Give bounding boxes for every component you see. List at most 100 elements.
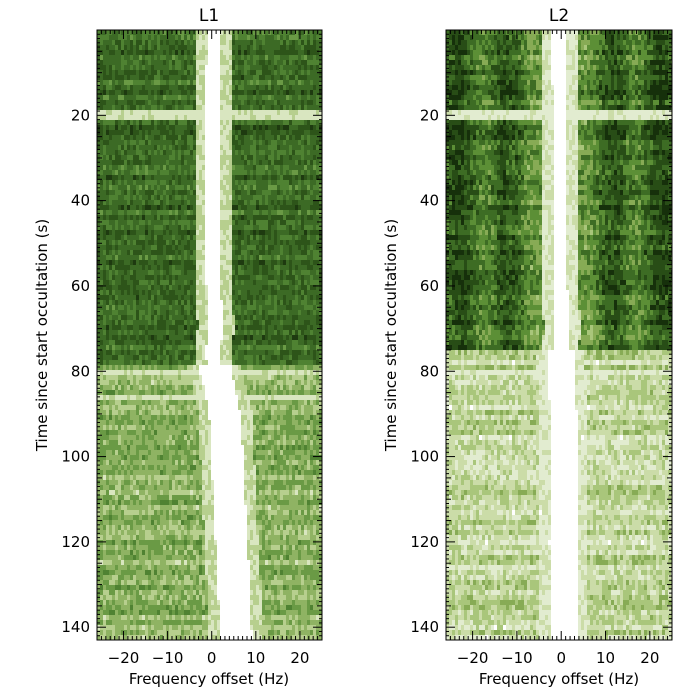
heatmap-cell	[178, 55, 185, 61]
heatmap-cell	[127, 470, 131, 476]
heatmap-cell	[199, 185, 206, 191]
heatmap-cell	[184, 605, 191, 611]
heatmap-cell	[169, 530, 176, 536]
heatmap-cell	[220, 60, 230, 66]
heatmap-cell	[139, 355, 143, 361]
heatmap-cell	[298, 435, 302, 441]
heatmap-cell	[196, 365, 200, 371]
heatmap-cell	[295, 325, 299, 331]
heatmap-cell	[205, 410, 209, 416]
heatmap-cell	[247, 440, 254, 446]
heatmap-cell	[277, 455, 284, 461]
heatmap-cell	[115, 550, 119, 556]
heatmap-cell	[184, 330, 188, 336]
heatmap-cell	[199, 445, 206, 451]
heatmap-cell	[136, 300, 140, 306]
heatmap-cell	[289, 35, 299, 41]
heatmap-cell	[199, 80, 206, 86]
heatmap-cell	[109, 325, 113, 331]
heatmap-cell	[106, 270, 110, 276]
heatmap-cell	[109, 580, 116, 586]
heatmap-cell	[148, 220, 152, 226]
heatmap-cell	[274, 495, 278, 501]
heatmap-cell	[253, 155, 257, 161]
heatmap-cell	[97, 330, 104, 336]
heatmap-cell	[262, 540, 266, 546]
heatmap-cell	[175, 550, 179, 556]
heatmap-cell	[103, 280, 110, 286]
heatmap-cell	[319, 80, 322, 86]
heatmap-cell	[103, 230, 107, 236]
heatmap-cell	[262, 270, 269, 276]
heatmap-cell	[199, 590, 203, 596]
heatmap-cell	[130, 120, 134, 126]
heatmap-cell	[154, 475, 170, 481]
heatmap-cell	[247, 390, 251, 396]
heatmap-cell	[169, 65, 173, 71]
heatmap-cell	[286, 150, 290, 156]
heatmap-cell	[172, 365, 179, 371]
heatmap-cell	[196, 510, 200, 516]
heatmap-cell	[184, 290, 188, 296]
heatmap-cell	[274, 235, 278, 241]
heatmap-cell	[256, 205, 260, 211]
heatmap-cell	[157, 265, 161, 271]
heatmap-cell	[262, 135, 266, 141]
heatmap-cell	[172, 240, 176, 246]
heatmap-cell	[109, 530, 113, 536]
heatmap-cell	[100, 315, 104, 321]
heatmap-cell	[283, 600, 293, 606]
heatmap-cell	[145, 455, 149, 461]
heatmap-cell	[127, 365, 131, 371]
heatmap-cell	[187, 205, 191, 211]
heatmap-cell	[160, 170, 170, 176]
heatmap-cell	[109, 380, 116, 386]
heatmap-cell	[187, 555, 191, 561]
heatmap-cell	[292, 300, 299, 306]
heatmap-cell	[244, 70, 248, 76]
heatmap-cell	[292, 590, 299, 596]
heatmap-cell	[307, 100, 314, 106]
heatmap-cell	[106, 130, 110, 136]
heatmap-cell	[103, 225, 107, 231]
heatmap-cell	[100, 440, 104, 446]
heatmap-cell	[160, 90, 164, 96]
heatmap-cell	[256, 520, 263, 526]
heatmap-cell	[283, 155, 290, 161]
heatmap-cell	[295, 150, 305, 156]
heatmap-cell	[265, 410, 272, 416]
heatmap-cell	[289, 180, 293, 186]
heatmap-cell	[163, 450, 170, 456]
heatmap-cell	[196, 125, 203, 131]
heatmap-cell	[283, 465, 290, 471]
heatmap-cell	[103, 575, 113, 581]
heatmap-cell	[166, 440, 170, 446]
heatmap-cell	[157, 380, 161, 386]
heatmap-cell	[319, 325, 322, 331]
heatmap-cell	[112, 165, 119, 171]
heatmap-cell	[172, 30, 176, 36]
heatmap-cell	[259, 330, 263, 336]
heatmap-cell	[274, 425, 278, 431]
heatmap-cell	[103, 485, 110, 491]
heatmap-cell	[244, 325, 248, 331]
heatmap-cell	[205, 585, 209, 591]
heatmap-cell	[193, 235, 197, 241]
heatmap-cell	[244, 405, 248, 411]
heatmap-cell	[187, 80, 191, 86]
heatmap-cell	[109, 155, 113, 161]
heatmap-cell	[232, 225, 245, 231]
heatmap-cell	[181, 340, 194, 346]
heatmap-cell	[130, 545, 134, 551]
heatmap-cell	[310, 310, 314, 316]
heatmap-cell	[172, 175, 176, 181]
heatmap-cell	[265, 520, 269, 526]
heatmap-cell	[169, 180, 173, 186]
heatmap-cell	[187, 255, 191, 261]
heatmap-cell	[109, 400, 116, 406]
heatmap-cell	[265, 495, 269, 501]
heatmap-cell	[157, 455, 161, 461]
heatmap-cell	[154, 65, 170, 71]
heatmap-cell	[271, 570, 275, 576]
heatmap-cell	[223, 325, 233, 331]
